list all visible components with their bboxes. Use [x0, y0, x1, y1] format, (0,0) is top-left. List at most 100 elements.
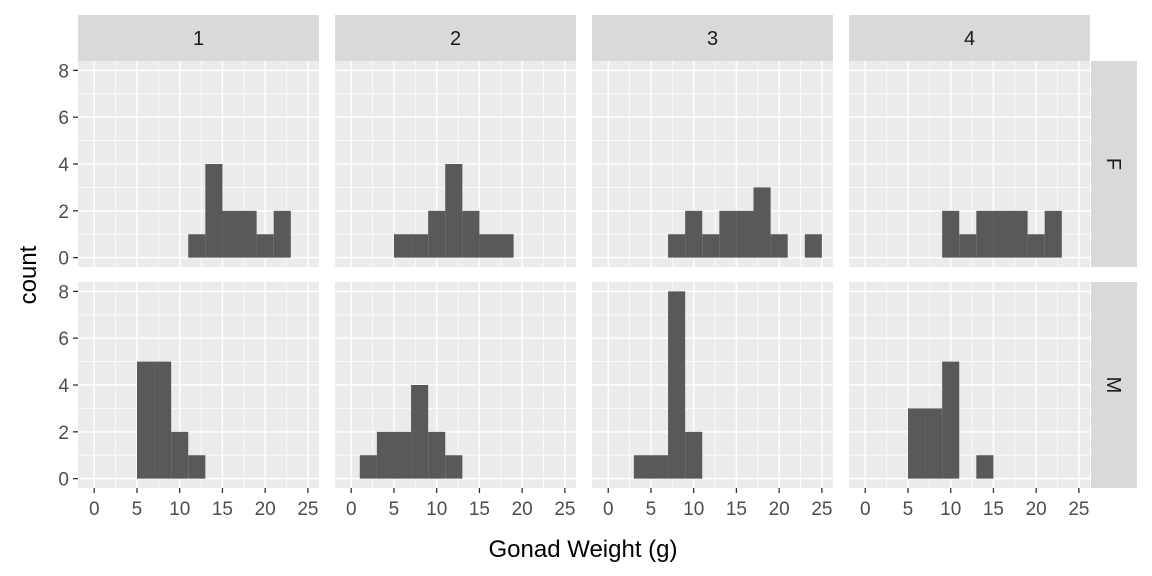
x-tick-label: 20: [769, 499, 790, 520]
bar: [719, 210, 737, 258]
y-axes: 0 2 4 6 8 0 2 4 6 8: [58, 61, 78, 491]
bar: [685, 431, 703, 479]
panel-3-F: [592, 61, 833, 267]
bar: [273, 210, 291, 258]
bar: [976, 455, 994, 479]
strip-col-2: [335, 15, 576, 61]
strip-label-row-M: M: [1102, 377, 1124, 394]
strip-col-1: [78, 15, 319, 61]
bar: [239, 210, 257, 258]
x-tick-label: 0: [603, 499, 614, 520]
y-tick-label: 2: [58, 423, 69, 444]
bar: [445, 455, 463, 479]
bar: [668, 234, 686, 258]
x-tick-label: 10: [426, 499, 447, 520]
y-tick-label: 6: [58, 108, 69, 129]
y-tick-label: 8: [58, 282, 69, 303]
panel-2-M: [335, 282, 576, 488]
bar: [770, 234, 788, 258]
x-tick-label: 25: [554, 499, 575, 520]
column-strips: 1 2 3 4: [78, 15, 1090, 61]
y-tick-label: 0: [58, 249, 69, 270]
x-tick-label: 15: [726, 499, 747, 520]
strip-col-3: [592, 15, 833, 61]
y-tick-label: 0: [58, 470, 69, 491]
bar: [376, 431, 394, 479]
bar: [633, 455, 651, 479]
y-tick-label: 4: [58, 376, 69, 397]
bar: [445, 164, 463, 258]
strip-label-col-2: 2: [450, 28, 461, 50]
bar: [976, 210, 994, 258]
strip-row-F: [1091, 61, 1137, 267]
x-tick-label: 5: [389, 499, 400, 520]
bar: [171, 431, 189, 479]
strip-label-col-3: 3: [707, 28, 718, 50]
x-tick-label: 20: [1026, 499, 1047, 520]
x-tick-label: 10: [940, 499, 961, 520]
bar: [393, 431, 412, 479]
x-axis-title: Gonad Weight (g): [489, 536, 678, 563]
y-tick-label: 2: [58, 202, 69, 223]
bar: [702, 234, 720, 258]
y-tick-label: 6: [58, 329, 69, 350]
x-tick-label: 0: [860, 499, 871, 520]
x-tick-label: 10: [169, 499, 190, 520]
bar: [907, 408, 926, 479]
bar: [411, 385, 429, 479]
x-tick-label: 15: [983, 499, 1004, 520]
strip-label-col-4: 4: [964, 28, 975, 50]
x-tick-label: 20: [512, 499, 533, 520]
bar: [668, 291, 686, 479]
bar: [154, 361, 172, 479]
bar: [256, 234, 274, 258]
bar: [942, 361, 960, 479]
facet-panels: [78, 61, 1090, 488]
x-tick-label: 25: [297, 499, 318, 520]
bar: [1010, 210, 1028, 258]
x-tick-label: 25: [1068, 499, 1089, 520]
bar: [685, 210, 703, 258]
bar: [188, 455, 206, 479]
bar: [411, 234, 429, 258]
bar: [222, 210, 240, 258]
row-strips: FM: [1091, 61, 1137, 488]
x-tick-label: 25: [811, 499, 832, 520]
bar: [959, 234, 977, 258]
bar: [428, 431, 446, 479]
bar: [359, 455, 377, 479]
bar: [942, 210, 960, 258]
y-tick-label: 8: [58, 61, 69, 82]
strip-label-row-F: F: [1102, 158, 1124, 170]
bar: [188, 234, 206, 258]
x-tick-label: 20: [255, 499, 276, 520]
panel-3-M: [592, 282, 833, 488]
bar: [650, 455, 669, 479]
x-axes: 0 5 10 15 20 25 0 5 10 15 20 25 0 5 10 15 20 25 0 5 10 15 20 25: [89, 488, 1089, 520]
bar: [925, 408, 943, 479]
bar: [479, 234, 497, 258]
panel-1-M: [78, 282, 319, 488]
bar: [736, 210, 754, 258]
panel-2-F: [335, 61, 576, 267]
strip-row-M: [1091, 282, 1137, 488]
y-tick-label: 4: [58, 155, 69, 176]
bar: [205, 164, 223, 258]
panel-1-F: [78, 61, 319, 267]
bar: [462, 210, 480, 258]
bar: [393, 234, 412, 258]
x-tick-label: 15: [212, 499, 233, 520]
bar: [496, 234, 514, 258]
x-tick-label: 5: [646, 499, 657, 520]
x-tick-label: 5: [132, 499, 143, 520]
x-tick-label: 0: [346, 499, 357, 520]
bar: [1027, 234, 1045, 258]
x-tick-label: 5: [903, 499, 914, 520]
strip-label-col-1: 1: [193, 28, 204, 50]
panel-4-F: [849, 61, 1090, 267]
bar: [993, 210, 1011, 258]
bar: [753, 187, 771, 258]
y-axis-title: count: [15, 245, 42, 304]
bar: [1044, 210, 1062, 258]
